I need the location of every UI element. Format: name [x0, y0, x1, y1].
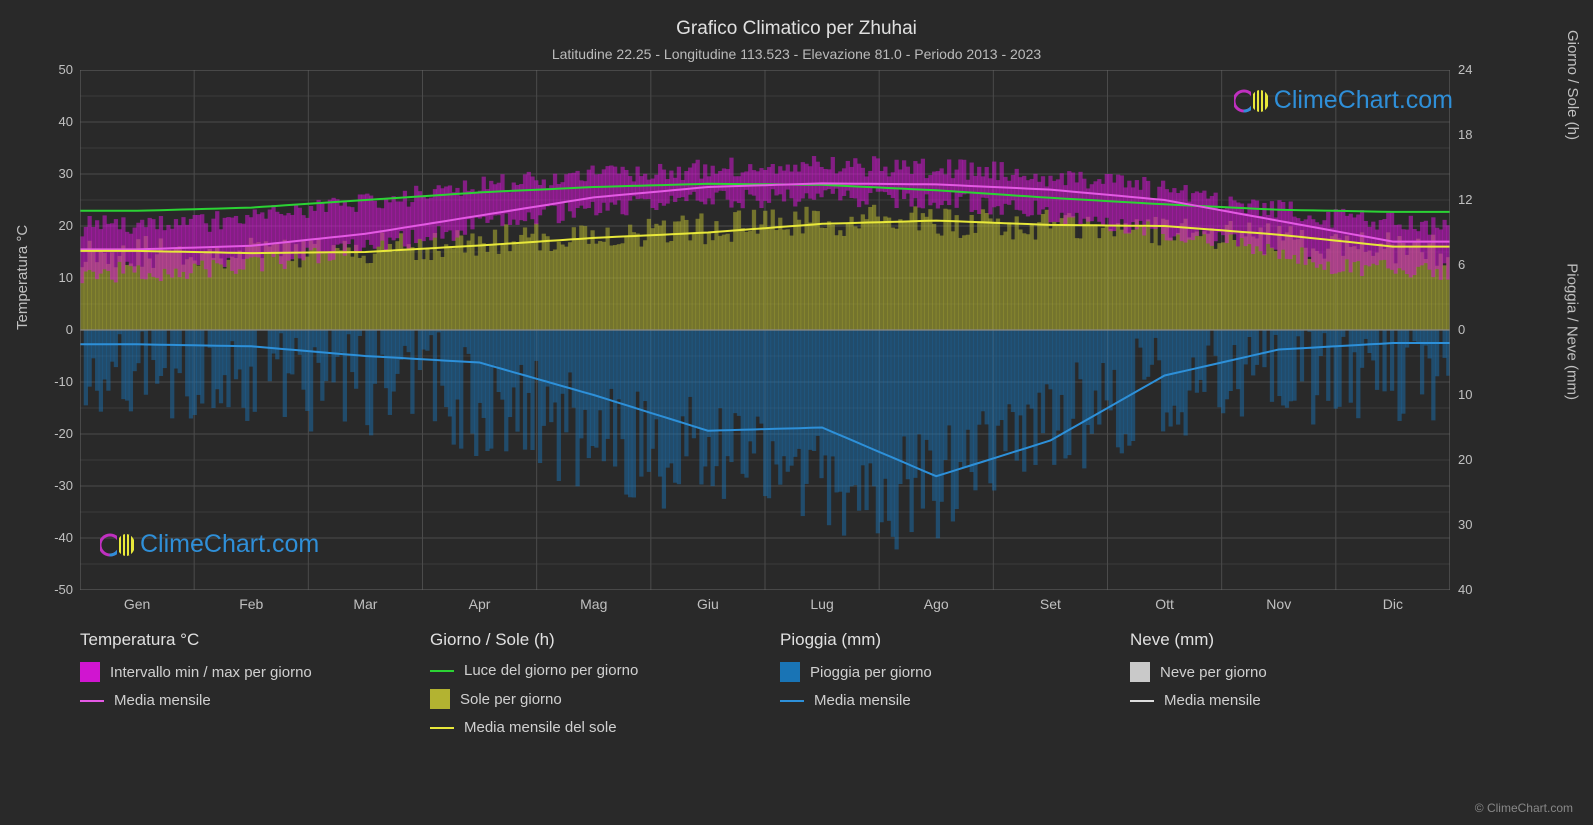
xtick-month: Mag [564, 596, 624, 612]
y-axis-left-label: Temperatura °C [14, 225, 31, 330]
legend-line [80, 700, 104, 702]
ytick-left: 10 [33, 270, 73, 285]
legend-item: Intervallo min / max per giorno [80, 662, 410, 682]
legend-swatch [430, 689, 450, 709]
legend: Temperatura °C Intervallo min / max per g… [80, 630, 1480, 746]
legend-label: Media mensile [114, 692, 211, 709]
ytick-left: -40 [33, 530, 73, 545]
ytick-right-mm: 20 [1458, 452, 1498, 467]
ytick-left: 20 [33, 218, 73, 233]
legend-label: Media mensile [1164, 692, 1261, 709]
legend-group: Pioggia (mm) Pioggia per giorno Media mens… [780, 630, 1130, 746]
ytick-right-hours: 12 [1458, 192, 1498, 207]
watermark-text: ClimeChart.com [1274, 86, 1453, 115]
logo-icon [1234, 87, 1268, 115]
legend-group: Neve (mm) Neve per giorno Media mensile [1130, 630, 1480, 746]
legend-item: Neve per giorno [1130, 662, 1460, 682]
legend-line [780, 700, 804, 702]
chart-container: Grafico Climatico per Zhuhai Latitudine … [0, 0, 1593, 825]
xtick-month: Ago [906, 596, 966, 612]
ytick-left: 50 [33, 62, 73, 77]
legend-header: Neve (mm) [1130, 630, 1460, 650]
legend-label: Pioggia per giorno [810, 664, 932, 681]
legend-item: Sole per giorno [430, 689, 760, 709]
ytick-left: 0 [33, 322, 73, 337]
legend-item: Media mensile [80, 692, 410, 709]
ytick-left: -20 [33, 426, 73, 441]
xtick-month: Giu [678, 596, 738, 612]
xtick-month: Ott [1135, 596, 1195, 612]
legend-label: Sole per giorno [460, 691, 562, 708]
ytick-right-hours: 0 [1458, 322, 1498, 337]
watermark-text: ClimeChart.com [140, 530, 319, 559]
ytick-right-hours: 24 [1458, 62, 1498, 77]
legend-item: Pioggia per giorno [780, 662, 1110, 682]
ytick-right-hours: 6 [1458, 257, 1498, 272]
ytick-left: 40 [33, 114, 73, 129]
legend-swatch [80, 662, 100, 682]
legend-line [430, 670, 454, 672]
xtick-month: Feb [221, 596, 281, 612]
xtick-month: Apr [450, 596, 510, 612]
ytick-right-mm: 40 [1458, 582, 1498, 597]
ytick-left: 30 [33, 166, 73, 181]
copyright: © ClimeChart.com [1475, 801, 1573, 815]
y-axis-right-top-label: Giorno / Sole (h) [1564, 30, 1581, 140]
legend-item: Media mensile del sole [430, 719, 760, 736]
watermark-bottom: ClimeChart.com [100, 530, 319, 559]
legend-label: Media mensile [814, 692, 911, 709]
xtick-month: Lug [792, 596, 852, 612]
legend-label: Intervallo min / max per giorno [110, 664, 312, 681]
legend-line [1130, 700, 1154, 702]
legend-header: Temperatura °C [80, 630, 410, 650]
legend-group: Temperatura °C Intervallo min / max per g… [80, 630, 430, 746]
xtick-month: Mar [335, 596, 395, 612]
plot-area [80, 70, 1450, 590]
plot-svg [80, 70, 1450, 590]
xtick-month: Set [1020, 596, 1080, 612]
legend-header: Giorno / Sole (h) [430, 630, 760, 650]
ytick-left: -50 [33, 582, 73, 597]
ytick-left: -10 [33, 374, 73, 389]
legend-item: Media mensile [1130, 692, 1460, 709]
legend-line [430, 727, 454, 729]
legend-item: Luce del giorno per giorno [430, 662, 760, 679]
legend-swatch [1130, 662, 1150, 682]
legend-label: Media mensile del sole [464, 719, 617, 736]
logo-icon [100, 531, 134, 559]
legend-label: Luce del giorno per giorno [464, 662, 638, 679]
ytick-right-hours: 18 [1458, 127, 1498, 142]
xtick-month: Dic [1363, 596, 1423, 612]
ytick-right-mm: 30 [1458, 517, 1498, 532]
chart-title: Grafico Climatico per Zhuhai [0, 0, 1593, 40]
xtick-month: Gen [107, 596, 167, 612]
legend-group: Giorno / Sole (h) Luce del giorno per gio… [430, 630, 780, 746]
y-axis-right-bottom-label: Pioggia / Neve (mm) [1564, 263, 1581, 400]
legend-label: Neve per giorno [1160, 664, 1267, 681]
xtick-month: Nov [1249, 596, 1309, 612]
legend-swatch [780, 662, 800, 682]
ytick-left: -30 [33, 478, 73, 493]
legend-item: Media mensile [780, 692, 1110, 709]
watermark-top: ClimeChart.com [1234, 86, 1453, 115]
ytick-right-mm: 10 [1458, 387, 1498, 402]
chart-subtitle: Latitudine 22.25 - Longitudine 113.523 -… [0, 40, 1593, 62]
legend-header: Pioggia (mm) [780, 630, 1110, 650]
